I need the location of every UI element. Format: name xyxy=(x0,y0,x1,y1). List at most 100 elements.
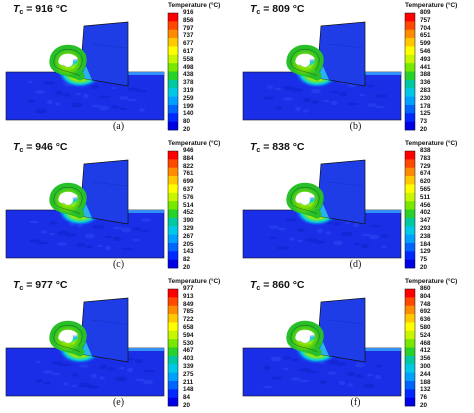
colorbar-tick-label: 80 xyxy=(183,118,191,126)
colorbar-swatch xyxy=(405,251,415,260)
colorbar-swatch xyxy=(405,176,415,185)
tc-subscript: c xyxy=(19,9,24,16)
colorbar-tick-label: 452 xyxy=(183,209,194,217)
legend-title: Temperature (°C) xyxy=(405,278,458,285)
temperature-contour-plot xyxy=(242,12,416,131)
colorbar-tick-label: 20 xyxy=(183,264,191,271)
colorbar-swatch xyxy=(168,322,178,332)
colorbar-swatch xyxy=(405,397,415,407)
colorbar-tick-label: 441 xyxy=(420,63,431,71)
colorbar-swatch xyxy=(405,159,415,169)
colorbar-tick-label: 230 xyxy=(420,94,431,102)
colorbar-tick-label: 20 xyxy=(420,126,428,133)
colorbar-swatch xyxy=(405,314,415,323)
colorbar-swatch xyxy=(405,96,415,106)
colorbar-tick-label: 140 xyxy=(183,110,194,118)
tc-value: = 809 °C xyxy=(260,3,305,15)
colorbar-swatch xyxy=(168,397,178,407)
colorbar-tick-label: 699 xyxy=(183,178,194,186)
colorbar-tick-label: 748 xyxy=(420,300,431,308)
colorbar-swatch xyxy=(168,251,178,260)
colorbar xyxy=(404,12,416,131)
colorbar xyxy=(404,150,416,269)
colorbar-swatch xyxy=(405,192,415,202)
colorbar-tick-label: 184 xyxy=(420,240,431,248)
colorbar-tick-label: 757 xyxy=(420,16,431,24)
colorbar-tick-label: 546 xyxy=(420,48,431,55)
colorbar xyxy=(167,12,179,131)
colorbar-tick-label: 913 xyxy=(183,292,194,300)
colorbar-swatch xyxy=(168,29,178,39)
colorbar-tick-label: 20 xyxy=(183,126,191,133)
colorbar-swatch xyxy=(168,176,178,185)
colorbar-tick-labels: 946 884 822 761 699 637 576 514 452 390 329 267 205 1… xyxy=(183,147,223,271)
colorbar-tick-label: 188 xyxy=(420,378,431,386)
colorbar-tick-label: 20 xyxy=(420,402,428,409)
temperature-contour-plot xyxy=(5,288,179,407)
colorbar-tick-label: 319 xyxy=(183,87,194,94)
colorbar-tick-label: 677 xyxy=(183,40,194,48)
colorbar-swatch xyxy=(168,121,178,131)
colorbar-tick-label: 467 xyxy=(183,347,194,355)
colorbar-tick-label: 129 xyxy=(420,248,431,256)
colorbar-tick-label: 558 xyxy=(183,55,194,63)
colorbar-tick-label: 822 xyxy=(183,162,194,170)
colorbar-tick-label: 576 xyxy=(183,193,194,201)
workpiece-texture xyxy=(27,80,147,114)
colorbar-tick-label: 530 xyxy=(183,339,194,347)
tc-subscript: c xyxy=(256,147,261,154)
colorbar-tick-label: 804 xyxy=(420,292,431,300)
colorbar-tick-label: 205 xyxy=(183,240,194,248)
colorbar-swatch xyxy=(168,234,178,244)
cutting-temperature-label: Tc = 809 °C xyxy=(250,3,305,16)
colorbar-tick-label: 594 xyxy=(183,331,194,339)
colorbar-swatch xyxy=(405,63,415,72)
colorbar-swatch xyxy=(405,46,415,56)
colorbar-tick-label: 76 xyxy=(420,394,428,402)
workpiece-texture xyxy=(269,218,389,250)
colorbar-tick-label: 356 xyxy=(420,355,431,363)
colorbar-tick-label: 636 xyxy=(420,316,431,324)
cutting-temperature-label: Tc = 946 °C xyxy=(13,141,68,154)
colorbar-tick-label: 438 xyxy=(183,71,194,79)
colorbar-swatch xyxy=(405,54,415,64)
colorbar-swatch xyxy=(405,330,415,340)
tc-symbol: T xyxy=(13,141,20,153)
colorbar-tick-label: 617 xyxy=(183,48,194,55)
colorbar-swatch xyxy=(405,104,415,114)
colorbar-tick-label: 761 xyxy=(183,170,194,178)
legend-title: Temperature (°C) xyxy=(168,140,221,147)
colorbar-tick-label: 75 xyxy=(420,256,428,264)
tc-value: = 946 °C xyxy=(23,141,68,153)
tc-value: = 838 °C xyxy=(260,141,305,153)
colorbar-swatch xyxy=(405,151,415,160)
panel-letter: (a) xyxy=(112,121,125,132)
colorbar-tick-label: 524 xyxy=(420,331,431,339)
tc-subscript: c xyxy=(19,285,24,292)
colorbar-tick-labels: 860 804 748 692 636 580 524 468 412 356 300 244 188 1… xyxy=(420,285,460,409)
colorbar-swatch xyxy=(168,21,178,31)
colorbar-tick-label: 412 xyxy=(420,347,431,355)
colorbar xyxy=(404,288,416,407)
tc-subscript: c xyxy=(256,285,261,292)
colorbar-swatch xyxy=(168,226,178,235)
colorbar-swatch xyxy=(168,209,178,219)
colorbar-tick-label: 692 xyxy=(420,308,431,316)
colorbar-tick-label: 565 xyxy=(420,186,431,193)
colorbar-swatch xyxy=(405,201,415,210)
cutting-temperature-label: Tc = 916 °C xyxy=(13,3,68,16)
legend-title: Temperature (°C) xyxy=(168,278,221,285)
colorbar-swatch xyxy=(168,113,178,122)
simulation-panel: Tc = 860 °C Temperature (°C) 860 804 748 692 6… xyxy=(237,276,474,413)
colorbar-swatch xyxy=(405,322,415,332)
tc-value: = 860 °C xyxy=(260,279,305,291)
colorbar-swatch xyxy=(405,38,415,47)
colorbar-swatch xyxy=(168,79,178,89)
colorbar-swatch xyxy=(405,29,415,39)
colorbar-tick-label: 125 xyxy=(420,110,431,118)
colorbar-swatch xyxy=(405,339,415,348)
colorbar-tick-label: 498 xyxy=(183,63,194,71)
colorbar-swatch xyxy=(405,21,415,31)
colorbar-swatch xyxy=(405,305,415,315)
tc-symbol: T xyxy=(13,279,20,291)
